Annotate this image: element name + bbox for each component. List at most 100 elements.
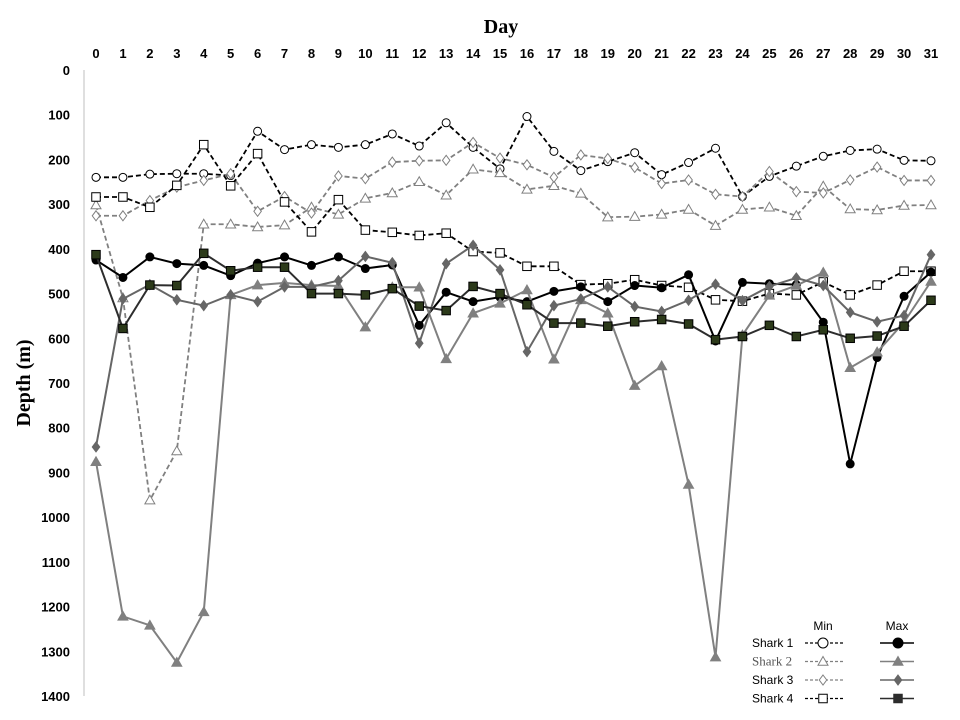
data-point-circle (172, 259, 182, 269)
data-point-diamond (893, 674, 903, 686)
data-point-triangle (467, 163, 479, 174)
data-point-square (279, 197, 290, 207)
data-point-circle (306, 140, 316, 150)
data-point-diamond (684, 294, 693, 307)
data-point-square (710, 334, 721, 345)
series-shark-4-max (91, 248, 936, 345)
x-tick-label: 10 (358, 46, 372, 61)
data-point-triangle (251, 279, 264, 290)
data-point-triangle (521, 183, 533, 194)
series-shark-2-min (90, 163, 937, 505)
series-line (96, 143, 931, 303)
data-point-square (926, 295, 936, 306)
data-point-circle (549, 286, 559, 296)
data-point-diamond (307, 207, 316, 219)
series-line (95, 244, 932, 448)
data-point-triangle (601, 211, 614, 222)
data-point-square (549, 261, 559, 272)
data-point-square (91, 249, 101, 260)
data-point-diamond (818, 187, 828, 199)
data-point-square (252, 262, 263, 272)
data-point-diamond (576, 149, 586, 161)
data-point-diamond (845, 174, 855, 186)
data-point-triangle (601, 307, 614, 318)
x-tick-label: 8 (308, 46, 315, 61)
data-point-diamond (630, 161, 640, 174)
data-point-diamond (199, 174, 209, 187)
series-shark-2-max (90, 266, 937, 667)
legend-label: Shark 3 (752, 673, 794, 687)
data-point-square (333, 194, 344, 205)
data-point-diamond (468, 239, 478, 252)
data-point-triangle (521, 283, 533, 295)
data-point-diamond (711, 278, 720, 291)
data-point-triangle (682, 203, 695, 214)
data-point-triangle (925, 275, 937, 286)
data-point-circle (818, 317, 828, 327)
data-point-diamond (899, 309, 909, 322)
x-tick-label: 25 (762, 46, 776, 61)
data-point-diamond (872, 315, 882, 328)
data-point-diamond (657, 177, 667, 190)
data-point-triangle (844, 361, 857, 373)
data-point-circle (172, 169, 182, 179)
data-point-triangle (197, 605, 210, 617)
data-point-square (225, 181, 236, 191)
series-shark-1-min (91, 112, 936, 202)
data-point-triangle (90, 199, 102, 210)
data-point-triangle (682, 478, 695, 489)
data-point-circle (522, 112, 532, 122)
x-tick-labels: 0 1 2 3 4 5 6 7 8 9 10 11 12 13 14 15 16 17 18 19 20 21 22 23 24… (92, 46, 938, 61)
data-point-circle (360, 264, 370, 274)
data-point-square (118, 192, 128, 202)
data-point-circle (684, 270, 694, 280)
data-point-triangle (655, 360, 668, 371)
data-point-square (468, 281, 478, 292)
data-point-square (145, 280, 155, 290)
data-point-square (225, 266, 236, 276)
data-point-diamond (845, 306, 855, 319)
data-point-diamond (91, 441, 101, 453)
data-point-diamond (738, 294, 747, 307)
data-point-diamond (118, 209, 128, 222)
x-tick-label: 24 (735, 46, 750, 61)
x-tick-label: 1 (119, 46, 126, 61)
data-point-triangle (224, 218, 237, 229)
data-point-square (764, 320, 775, 331)
data-point-diamond (280, 281, 289, 293)
data-point-triangle (90, 455, 102, 466)
data-point-circle (333, 142, 343, 152)
data-point-square (387, 227, 398, 238)
data-point-triangle (359, 321, 372, 332)
x-tick-label: 7 (281, 46, 288, 61)
data-point-circle (333, 252, 343, 262)
data-point-circle (817, 637, 829, 649)
data-point-triangle (494, 297, 506, 308)
data-point-circle (603, 297, 613, 307)
y-tick-label: 300 (48, 197, 70, 212)
data-point-circle (872, 144, 882, 154)
data-point-triangle (925, 199, 937, 210)
data-point-triangle (655, 208, 668, 219)
data-point-diamond (818, 279, 828, 292)
data-point-square (818, 325, 829, 335)
data-point-circle (892, 637, 904, 649)
data-point-diamond (495, 264, 505, 276)
legend-label: Shark 4 (752, 692, 794, 706)
data-point-triangle (170, 656, 183, 667)
data-point-triangle (117, 610, 129, 621)
y-tick-label: 700 (48, 376, 70, 391)
x-tick-label: 21 (654, 46, 668, 61)
data-point-triangle (197, 218, 210, 229)
data-point-diamond (253, 205, 262, 218)
data-point-square (522, 300, 532, 310)
data-point-triangle (709, 651, 722, 662)
series-shark-3-max (91, 239, 936, 453)
y-tick-label: 100 (48, 108, 70, 123)
y-tick-label: 400 (48, 242, 70, 257)
data-point-triangle (548, 353, 560, 364)
data-point-triangle (494, 166, 506, 178)
data-point-diamond (334, 170, 343, 182)
x-tick-label: 11 (385, 46, 399, 61)
